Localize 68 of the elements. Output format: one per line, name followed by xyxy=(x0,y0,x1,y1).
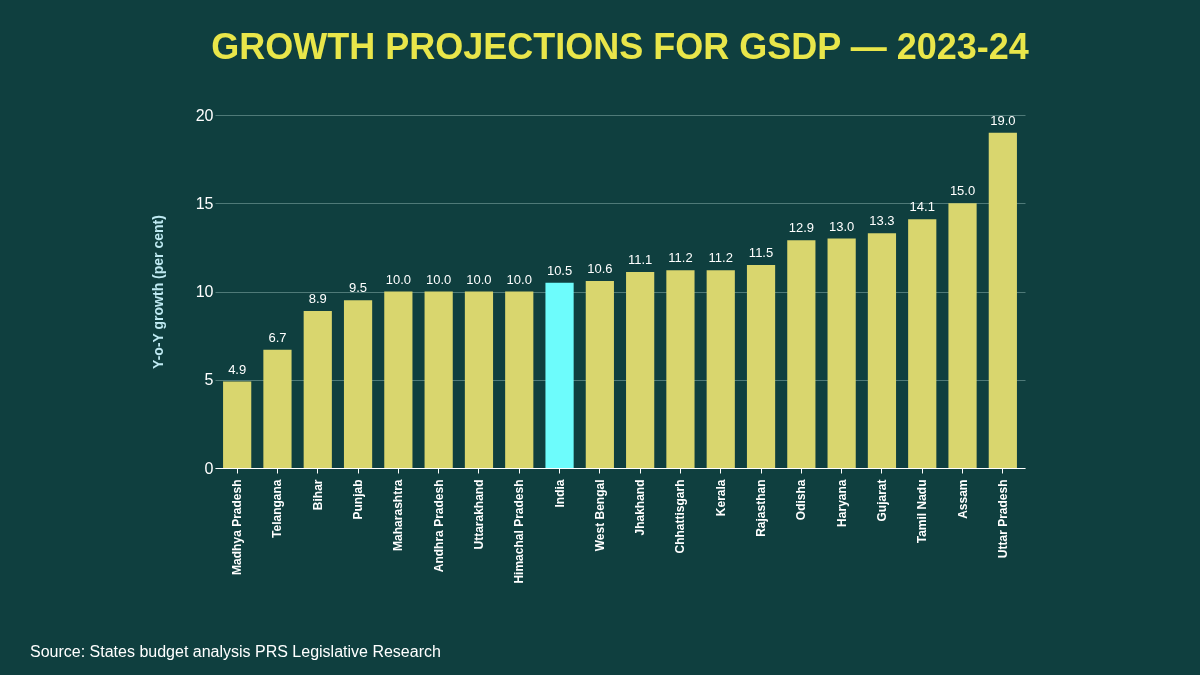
source-note: Source: States budget analysis PRS Legislative Research xyxy=(30,643,441,660)
bar xyxy=(585,280,614,468)
y-tick-label: 5 xyxy=(204,371,214,389)
data-label: 11.2 xyxy=(668,250,693,266)
bar xyxy=(787,240,816,468)
bar xyxy=(948,203,977,468)
y-tick-label: 20 xyxy=(195,106,214,124)
x-tick-label: Andhra Pradesh xyxy=(431,479,446,573)
x-tick-label: Uttarakhand xyxy=(471,479,486,550)
x-tick-label: Punjab xyxy=(351,479,366,520)
y-axis-title: Y-o-Y growth (per cent) xyxy=(149,215,166,369)
bar xyxy=(827,238,856,468)
data-label: 8.9 xyxy=(308,290,327,306)
x-tick-label: Haryana xyxy=(834,479,849,527)
x-tick-label: Himachal Pradesh xyxy=(512,479,527,584)
x-tick-label: Jhakhand xyxy=(633,479,648,536)
data-label: 10.5 xyxy=(546,262,573,278)
x-tick-label: Gujarat xyxy=(874,479,889,522)
data-label: 6.7 xyxy=(268,329,287,345)
x-tick-label: Telangana xyxy=(270,479,285,538)
data-label: 10.0 xyxy=(426,271,452,287)
bar xyxy=(343,300,373,468)
bar xyxy=(303,310,332,468)
data-label: 11.5 xyxy=(748,245,774,261)
data-label: 10.0 xyxy=(385,271,412,287)
y-tick-label: 0 xyxy=(204,459,214,477)
bar xyxy=(908,219,937,468)
bar xyxy=(666,270,695,468)
data-label: 13.0 xyxy=(828,218,855,234)
bar xyxy=(424,291,453,468)
data-label: 10.6 xyxy=(587,260,613,276)
bar xyxy=(988,132,1017,468)
x-tick-label: West Bengal xyxy=(592,479,607,552)
bar xyxy=(223,381,252,468)
data-label: 15.0 xyxy=(949,183,976,199)
bar xyxy=(545,282,574,468)
bar xyxy=(706,270,735,468)
y-tick-label: 15 xyxy=(195,194,214,212)
x-tick-label: Tamil Nadu xyxy=(915,479,930,544)
data-label: 11.1 xyxy=(627,252,653,268)
bar xyxy=(746,265,776,468)
data-label: 11.2 xyxy=(708,250,733,266)
x-tick-label: India xyxy=(552,479,567,508)
bar xyxy=(464,291,494,468)
chart-title: GROWTH PROJECTIONS FOR GSDP — 2023-24 xyxy=(211,26,1029,67)
x-tick-label: Odisha xyxy=(794,479,809,521)
x-tick-label: Maharashtra xyxy=(391,479,406,551)
bar xyxy=(384,291,413,468)
x-tick-label: Rajasthan xyxy=(754,479,769,537)
x-tick-label: Madhya Pradesh xyxy=(230,479,245,575)
x-tick-label: Kerala xyxy=(713,479,728,517)
bar xyxy=(505,291,534,468)
data-label: 10.0 xyxy=(466,271,492,287)
bar xyxy=(626,272,655,468)
data-label: 12.9 xyxy=(788,220,814,236)
y-tick-label: 10 xyxy=(195,283,214,300)
data-label: 19.0 xyxy=(990,112,1016,128)
data-label: 10.0 xyxy=(506,271,532,287)
data-label: 14.1 xyxy=(909,199,935,215)
x-tick-label: Bihar xyxy=(310,479,325,511)
bar xyxy=(263,349,292,468)
bar xyxy=(867,233,897,468)
x-tick-label: Chhattisgarh xyxy=(673,479,688,554)
data-label: 9.5 xyxy=(349,280,368,296)
data-label: 4.9 xyxy=(228,361,247,377)
x-tick-label: Assam xyxy=(955,479,970,519)
data-label: 13.3 xyxy=(869,213,895,229)
x-tick-label: Uttar Pradesh xyxy=(995,479,1010,559)
